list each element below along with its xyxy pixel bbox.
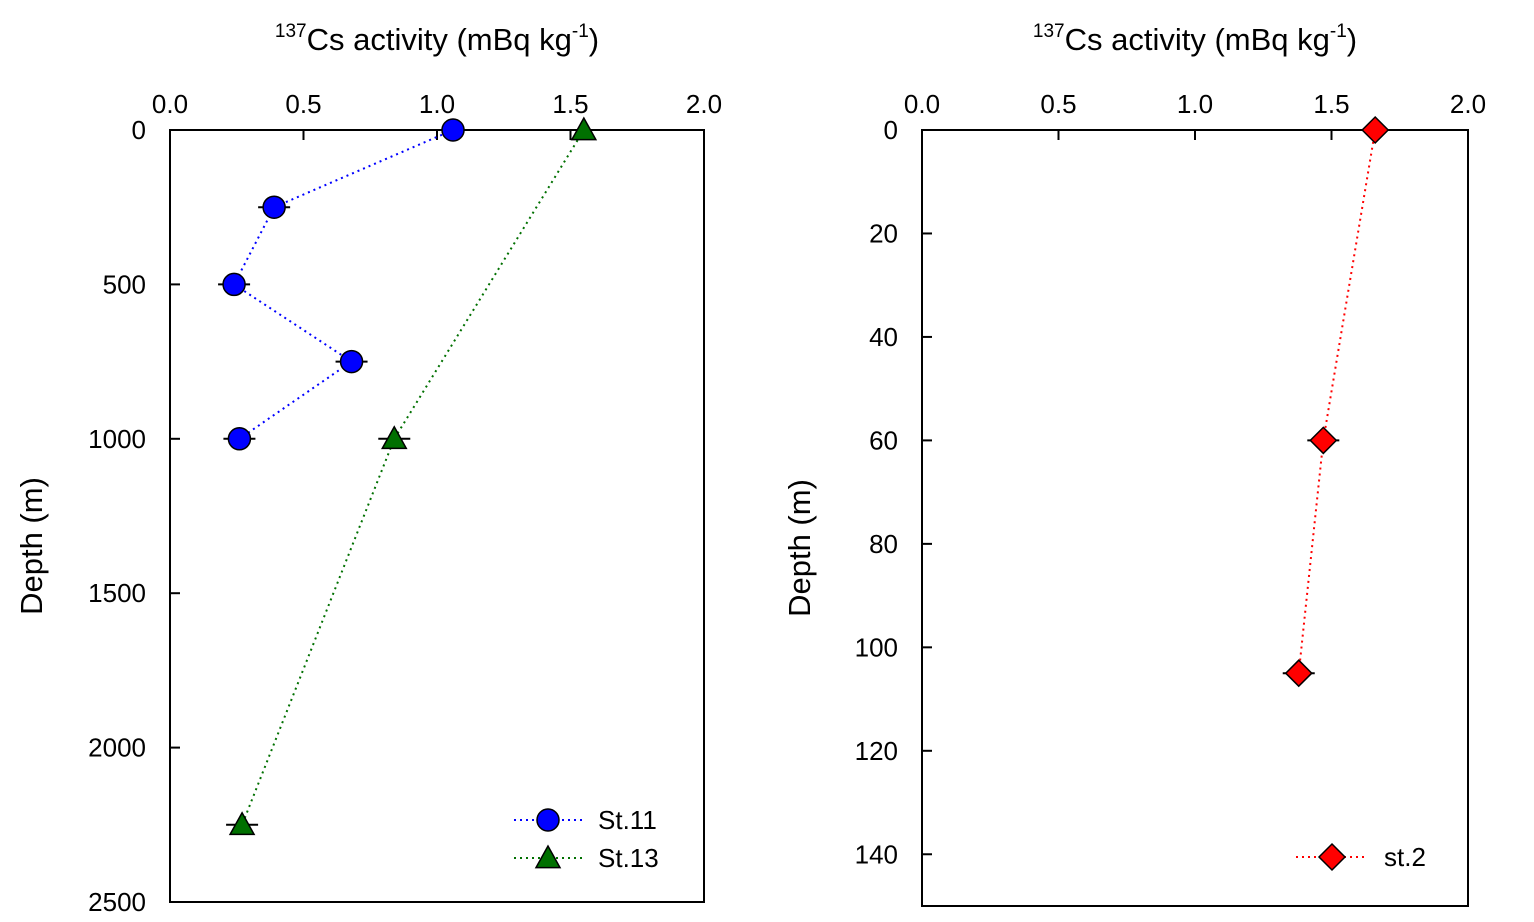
series-line	[241, 129, 585, 826]
legend-item: st.2	[1296, 842, 1426, 872]
x-tick-label: 2.0	[686, 89, 722, 119]
y-tick-label: 2000	[88, 733, 146, 763]
data-point	[222, 272, 246, 297]
plot-frame	[169, 129, 705, 903]
legend-item: St.11	[514, 805, 657, 835]
y-tick-label: 0	[884, 115, 898, 145]
series-line	[1297, 129, 1377, 674]
y-tick-label: 140	[855, 839, 898, 869]
data-point	[262, 195, 286, 219]
x-tick-label: 1.0	[1177, 89, 1213, 119]
data-point	[1361, 115, 1390, 145]
x-tick-label: 0.0	[904, 89, 940, 119]
legend-label: St.11	[598, 805, 657, 835]
series-line	[232, 129, 454, 440]
y-tick-label: 1500	[88, 578, 146, 608]
series-st.2	[1282, 115, 1392, 688]
y-tick-label: 80	[869, 529, 898, 559]
data-point	[228, 811, 256, 836]
x-tick-label: 1.5	[1313, 89, 1349, 119]
legend-marker	[534, 844, 562, 869]
x-tick-label: 0.0	[152, 89, 188, 119]
y-tick-label: 120	[855, 736, 898, 766]
data-point	[1309, 426, 1338, 455]
x-axis-title: 137Cs activity (mBq kg-1)	[1033, 21, 1357, 57]
series-St.13	[226, 116, 600, 836]
data-point	[381, 425, 408, 450]
y-tick-label: 100	[855, 632, 898, 662]
x-tick-label: 0.5	[285, 89, 321, 119]
x-tick-label: 1.5	[552, 89, 588, 119]
x-tick-label: 1.0	[419, 89, 455, 119]
y-tick-label: 2500	[88, 887, 146, 917]
x-tick-label: 0.5	[1040, 89, 1076, 119]
chart-panel-1: 0.0 0.5 1.0 1.5 2.0 0 500 1000 1500 2000 2500 137Cs…	[14, 21, 722, 917]
y-tick-label: 0	[132, 115, 146, 145]
plot-frame	[921, 129, 1469, 907]
x-tick-label: 2.0	[1450, 89, 1486, 119]
y-tick-label: 500	[103, 269, 146, 299]
y-tick-label: 60	[869, 425, 898, 455]
y-tick-label: 20	[869, 218, 898, 248]
data-point	[441, 118, 465, 142]
legend-label: St.13	[598, 843, 659, 873]
chart-panel-2: 0.0 0.5 1.0 1.5 2.0 0 20 40 60 80 100 120 140 137Cs a…	[782, 21, 1486, 907]
y-axis-title: Depth (m)	[782, 479, 817, 617]
legend-item: St.13	[514, 843, 659, 873]
x-axis-title: 137Cs activity (mBq kg-1)	[275, 21, 599, 57]
y-axis-title: Depth (m)	[14, 477, 49, 615]
data-point	[570, 116, 598, 141]
y-tick-label: 1000	[88, 424, 146, 454]
series-St.11	[218, 118, 470, 451]
data-point	[339, 349, 364, 374]
y-tick-label: 40	[869, 322, 898, 352]
data-point	[1284, 659, 1313, 688]
legend-marker	[1317, 842, 1347, 872]
legend-label: st.2	[1384, 842, 1426, 872]
legend-marker	[536, 808, 560, 832]
data-point	[227, 427, 252, 451]
